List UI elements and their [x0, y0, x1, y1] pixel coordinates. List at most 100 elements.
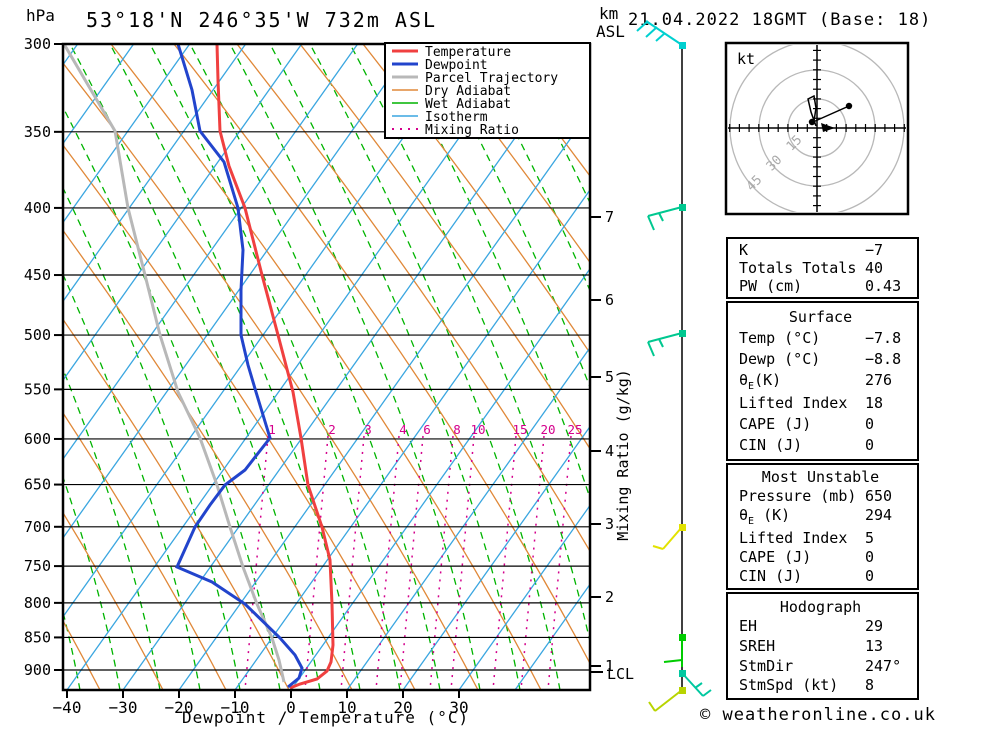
legend-label: Dewpoint	[425, 58, 488, 73]
pressure-tick-label: 500	[24, 326, 51, 344]
isotherm-line	[122, 45, 582, 689]
mixing-ratio-label: 25	[567, 422, 582, 437]
table-row: Totals Totals 40	[739, 259, 913, 277]
km-tick-label: 4	[605, 442, 614, 460]
temp-tick-label: 10	[337, 698, 356, 717]
wind-barb-segment	[652, 545, 664, 550]
dry-adiabat-line	[64, 63, 479, 689]
table-row: Lifted Index 18	[739, 394, 913, 412]
panel-title: Surface	[788, 307, 853, 326]
hodograph-level-dot	[808, 118, 816, 126]
wet-adiabat-line	[309, 45, 561, 689]
isotherm-line	[64, 45, 470, 617]
row-value: 0	[865, 566, 875, 585]
dry-adiabat-line	[64, 319, 290, 689]
pressure-tick-label: 300	[24, 35, 51, 53]
wind-barb-segment	[663, 659, 683, 663]
mixing-ratio-line	[429, 435, 454, 689]
row-label: CAPE (J)	[739, 547, 812, 566]
pressure-tick-label: 600	[24, 430, 51, 448]
wind-barb	[648, 687, 686, 712]
legend-label: Wet Adiabat	[425, 97, 511, 112]
row-value: 40	[865, 259, 884, 277]
dry-adiabat-line	[236, 45, 589, 551]
wind-barb-segment	[647, 206, 683, 217]
legend-label: Mixing Ratio	[425, 123, 519, 138]
row-value: 276	[865, 370, 893, 389]
isotherm-line	[402, 426, 589, 689]
copyright: © weatheronline.co.uk	[700, 705, 936, 725]
dry-adiabat-line	[64, 145, 416, 689]
table-row: Temp (°C) −7.8	[739, 329, 913, 347]
row-label: StmSpd (kt)	[739, 676, 839, 695]
pressure-tick-label: 800	[24, 594, 51, 612]
storm-motion-arrow	[821, 123, 835, 132]
wind-barb	[636, 20, 686, 49]
row-label-suffix: (K)	[754, 506, 791, 525]
wet-adiabat-line	[269, 45, 521, 689]
row-value: 247°	[865, 656, 902, 675]
row-label: StmDir	[739, 656, 794, 675]
table-row: StmSpd (kt) 8	[739, 676, 913, 694]
row-value: 13	[865, 636, 884, 655]
wind-barb-station-dot	[679, 42, 686, 49]
wind-barb-station-dot	[679, 524, 686, 531]
row-value: 0.43	[865, 277, 902, 295]
table-row: θE (K) 294	[739, 506, 913, 527]
row-value: 650	[865, 487, 893, 506]
dry-adiabat-line	[362, 45, 589, 353]
isotherm-line	[234, 190, 589, 689]
table-row: CAPE (J) 0	[739, 415, 913, 433]
row-label: CIN (J)	[739, 436, 803, 455]
wet-adiabat-line	[469, 45, 589, 290]
table-row: EH 29	[739, 617, 913, 635]
wind-barb	[652, 524, 686, 550]
row-value: 8	[865, 676, 875, 695]
row-label: Lifted Index	[739, 394, 848, 413]
wet-adiabat-line	[69, 45, 321, 689]
temp-tick-label: 20	[393, 698, 412, 717]
km-tick-label: 5	[605, 368, 614, 386]
dry-adiabat-line	[425, 45, 589, 263]
pressure-tick-label: 450	[24, 266, 51, 284]
table-row: θE(K) 276	[739, 371, 913, 392]
hodograph-level-dot	[845, 102, 853, 110]
wind-barb-segment	[647, 215, 655, 231]
pressure-tick-label: 350	[24, 123, 51, 141]
dry-adiabat-line	[64, 513, 164, 689]
pressure-unit-label: hPa	[26, 6, 55, 25]
legend-box	[384, 42, 591, 139]
row-value: −7.8	[865, 328, 902, 347]
wind-barb	[679, 670, 712, 697]
row-label-subscript: E	[748, 516, 755, 528]
pressure-tick-label: 650	[24, 476, 51, 494]
temp-tick-label: 0	[286, 698, 296, 717]
row-label: EH	[739, 617, 758, 636]
km-tick-label: 3	[605, 515, 614, 533]
legend-label: Temperature	[425, 45, 511, 60]
wet-adiabat-line	[109, 45, 361, 689]
temp-tick-label: 30	[449, 698, 468, 717]
legend-label: Dry Adiabat	[425, 84, 511, 99]
wet-adiabat-line	[189, 45, 441, 689]
wind-barb-column	[636, 20, 712, 712]
row-value: 29	[865, 617, 884, 636]
dry-adiabat-line	[64, 230, 353, 689]
wind-barb	[647, 204, 686, 231]
lcl-label: LCL	[607, 665, 634, 683]
wind-barb-segment	[694, 682, 703, 689]
temperature-trace	[215, 45, 335, 689]
row-value: −8.8	[865, 349, 902, 368]
table-row: CAPE (J) 0	[739, 548, 913, 566]
mixing-ratio-line	[547, 435, 572, 689]
mixing-ratio-label: 20	[540, 422, 555, 437]
table-row: Lifted Index 5	[739, 529, 913, 547]
table-row: CIN (J) 0	[739, 436, 913, 454]
km-tick-label: 2	[605, 588, 614, 606]
row-label: Totals Totals	[739, 259, 857, 277]
wind-barb-station-dot	[679, 330, 686, 337]
row-value: 0	[865, 436, 875, 455]
